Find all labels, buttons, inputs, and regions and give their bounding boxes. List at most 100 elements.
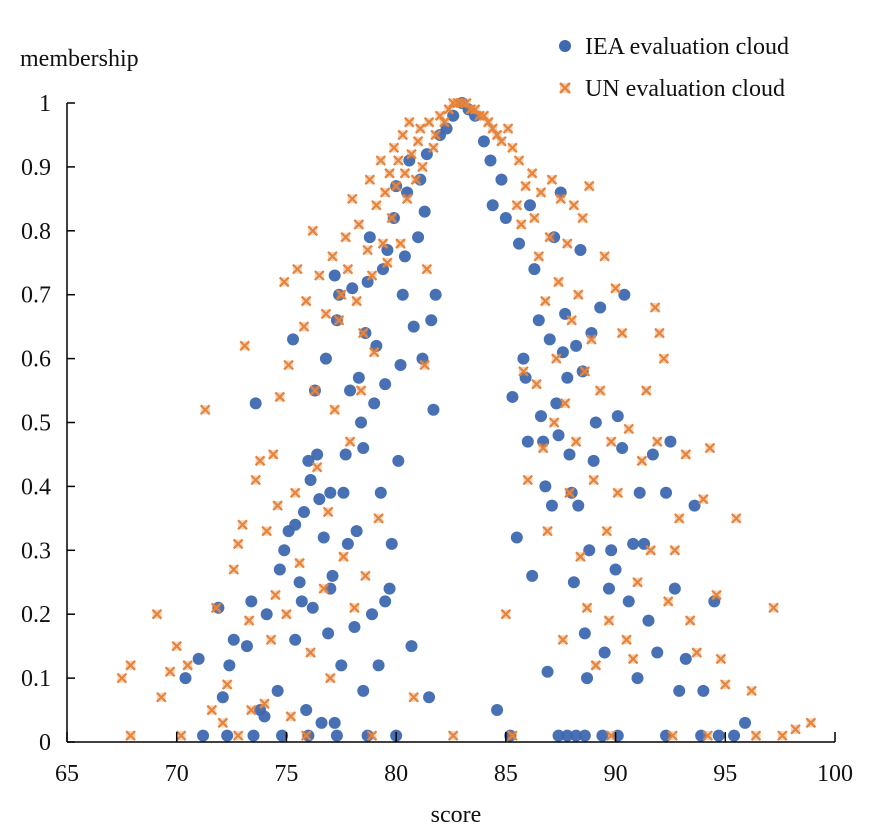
- iea-point: [510, 531, 523, 544]
- un-point: [375, 155, 387, 166]
- un-point: [520, 180, 531, 192]
- un-point: [421, 263, 433, 275]
- un-point: [590, 660, 602, 671]
- iea-point: [223, 659, 236, 672]
- un-point: [680, 449, 692, 460]
- iea-point: [346, 282, 359, 295]
- legend-label-un: UN evaluation cloud: [585, 76, 785, 102]
- y-tick-label: 0.5: [21, 411, 51, 437]
- un-point: [210, 602, 222, 614]
- iea-point: [403, 154, 416, 167]
- un-point: [272, 500, 283, 511]
- un-point: [526, 168, 538, 179]
- un-point: [351, 295, 362, 307]
- un-point: [428, 142, 439, 154]
- x-tick-label: 90: [604, 761, 628, 787]
- un-point: [667, 730, 678, 741]
- un-point: [125, 660, 136, 671]
- iea-point: [300, 704, 313, 717]
- iea-point: [605, 544, 618, 557]
- un-point: [362, 244, 373, 256]
- iea-point: [447, 109, 460, 122]
- iea-point: [179, 672, 192, 685]
- un-point: [746, 685, 757, 697]
- iea-point: [486, 199, 499, 212]
- iea-point: [589, 416, 602, 429]
- un-point: [182, 660, 193, 671]
- un-point: [616, 327, 628, 339]
- un-point: [366, 730, 378, 741]
- un-point: [199, 404, 211, 415]
- un-point: [285, 711, 297, 722]
- un-point: [586, 334, 597, 345]
- iea-point: [357, 442, 370, 455]
- un-point: [544, 231, 556, 243]
- un-point: [298, 321, 310, 332]
- iea-point: [576, 365, 589, 378]
- un-point: [691, 647, 703, 658]
- un-point: [500, 608, 512, 620]
- un-point: [382, 257, 393, 269]
- un-point: [553, 276, 564, 288]
- iea-point: [335, 659, 348, 672]
- un-point: [535, 187, 547, 198]
- un-point: [715, 653, 727, 665]
- iea-point: [344, 384, 357, 397]
- legend: IEA evaluation cloud UN evaluation cloud: [559, 34, 789, 102]
- iea-point: [484, 154, 497, 167]
- un-point: [305, 647, 316, 658]
- iea-point: [611, 410, 624, 423]
- iea-point: [642, 614, 655, 627]
- un-point: [559, 398, 571, 409]
- un-point: [496, 136, 507, 147]
- iea-point: [258, 710, 271, 723]
- un-point: [311, 461, 323, 473]
- un-point: [548, 417, 560, 428]
- iea-point: [570, 339, 583, 352]
- un-point: [175, 730, 187, 741]
- iea-point: [583, 544, 596, 557]
- iea-point: [407, 320, 420, 333]
- iea-point: [319, 352, 332, 365]
- iea-point: [361, 729, 374, 742]
- iea-point: [339, 448, 352, 461]
- iea-point: [425, 314, 438, 327]
- un-point: [533, 251, 545, 262]
- un-point: [125, 730, 136, 741]
- un-point: [309, 385, 321, 396]
- iea-point: [534, 410, 547, 423]
- iea-point: [227, 633, 240, 646]
- un-point: [300, 730, 312, 741]
- iea-point: [326, 569, 339, 582]
- un-point: [283, 359, 294, 371]
- un-point: [507, 142, 518, 154]
- y-tick-label: 0.6: [21, 347, 51, 373]
- y-tick-label: 0.7: [21, 283, 51, 309]
- iea-point: [355, 416, 368, 429]
- iea-point: [429, 288, 442, 301]
- un-point: [397, 129, 409, 141]
- un-point: [393, 155, 404, 166]
- un-point: [581, 602, 593, 614]
- iea-point: [249, 397, 262, 410]
- un-point: [551, 353, 562, 364]
- iea-point: [594, 301, 607, 314]
- un-point: [564, 487, 575, 499]
- iea-point: [418, 205, 431, 218]
- un-point: [601, 525, 613, 537]
- un-point: [243, 615, 255, 626]
- un-point: [570, 436, 582, 447]
- iea-point: [561, 729, 574, 742]
- iea-point: [368, 397, 381, 410]
- iea-point: [328, 269, 341, 282]
- iea-point: [565, 486, 578, 499]
- un-point: [373, 513, 384, 524]
- un-point: [474, 110, 485, 122]
- iea-point: [688, 499, 701, 512]
- y-tick-label: 0: [39, 730, 51, 756]
- plot-points: [116, 97, 817, 742]
- iea-point: [383, 582, 396, 595]
- un-point: [511, 199, 523, 211]
- iea-point: [216, 691, 229, 704]
- un-point: [406, 148, 417, 160]
